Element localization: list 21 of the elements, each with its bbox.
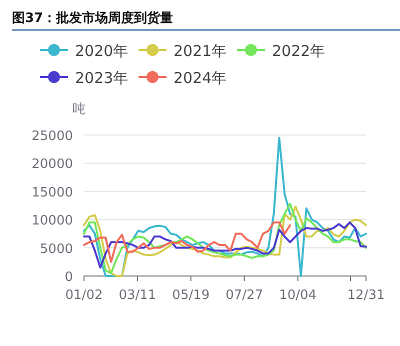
legend-label: 2024年 xyxy=(174,69,227,87)
y-tick-label: 15000 xyxy=(32,185,73,200)
y-tick-label: 25000 xyxy=(32,129,73,144)
y-tick-label: 10000 xyxy=(32,214,73,229)
x-tick-label: 12/31 xyxy=(347,288,385,303)
x-tick-label: 07/27 xyxy=(226,288,264,303)
x-tick-label: 03/11 xyxy=(118,288,156,303)
x-tick-label: 05/19 xyxy=(172,288,210,303)
y-axis-title: 吨 xyxy=(72,102,86,117)
x-tick-label: 01/02 xyxy=(65,288,103,303)
chart-title: 图37：批发市场周度到货量 xyxy=(12,10,174,26)
line-series xyxy=(83,221,367,269)
legend-label: 2023年 xyxy=(75,69,128,87)
legend-label: 2021年 xyxy=(174,42,227,60)
line-series xyxy=(83,221,292,263)
y-tick-label: 20000 xyxy=(32,157,73,172)
legend-label: 2022年 xyxy=(272,42,326,60)
x-tick-label: 10/04 xyxy=(279,288,317,303)
y-tick-label: 5000 xyxy=(40,242,73,257)
y-tick-label: 0 xyxy=(64,270,73,285)
legend-label: 2020年 xyxy=(75,42,128,60)
